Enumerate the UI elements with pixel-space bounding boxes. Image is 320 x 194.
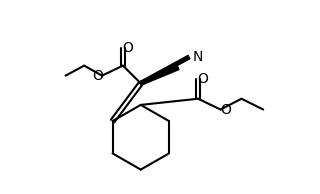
Text: N: N [192,50,203,64]
Text: O: O [220,102,231,117]
Text: O: O [122,41,133,55]
Text: O: O [197,73,208,87]
Text: O: O [92,69,103,83]
